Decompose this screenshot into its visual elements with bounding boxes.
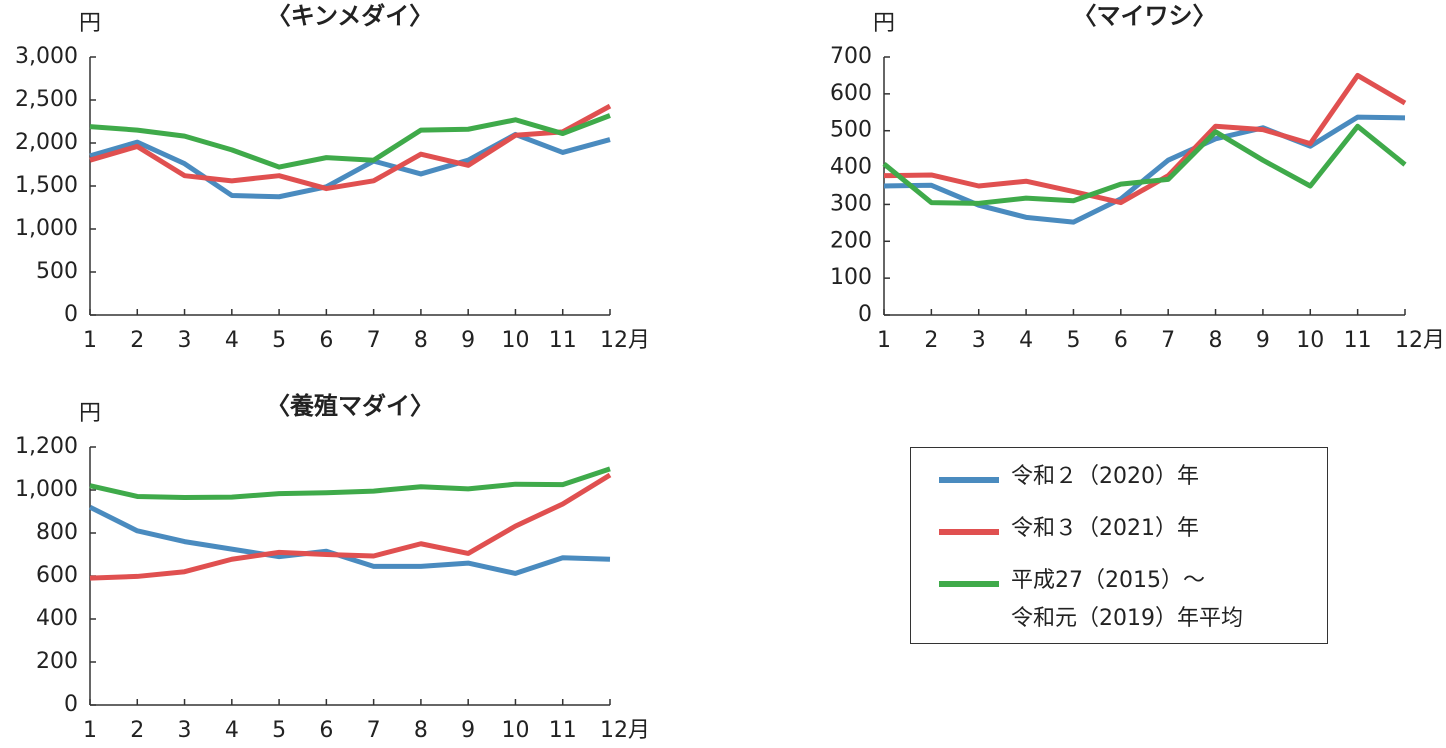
y-tick-label: 600 [36, 563, 78, 588]
x-tick-label: 11 [1344, 328, 1372, 353]
x-tick-label: 4 [225, 328, 239, 353]
y-tick-label: 600 [830, 81, 872, 106]
x-tick-label: 5 [272, 718, 286, 743]
x-tick-label: 2 [130, 328, 144, 353]
y-tick-label: 0 [64, 692, 78, 717]
x-tick-label: 12月 [600, 328, 650, 353]
x-tick-label: 4 [225, 718, 239, 743]
data-line [883, 114, 1406, 225]
legend-swatch [939, 529, 999, 535]
y-tick-label: 300 [830, 191, 872, 216]
y-tick-label: 500 [830, 118, 872, 143]
chart-title: 〈養殖マダイ〉 [266, 392, 434, 420]
y-tick-label: 700 [830, 44, 872, 69]
x-tick-label: 1 [83, 718, 97, 743]
x-tick-label: 9 [461, 718, 475, 743]
legend-swatch [939, 477, 999, 483]
x-tick-label: 6 [319, 328, 333, 353]
x-tick-label: 10 [1296, 328, 1324, 353]
x-tick-label: 7 [367, 328, 381, 353]
legend-entry: 令和２（2020）年 [911, 464, 1199, 496]
x-tick-label: 5 [1066, 328, 1080, 353]
data-line [88, 504, 611, 576]
y-tick-label: 1,200 [15, 434, 78, 459]
x-tick-label: 3 [178, 328, 192, 353]
y-tick-label: 200 [830, 228, 872, 253]
data-line [882, 123, 1407, 206]
x-tick-label: 3 [178, 718, 192, 743]
data-line [89, 131, 611, 200]
x-tick-label: 2 [924, 328, 938, 353]
x-tick-label: 1 [877, 328, 891, 353]
x-tick-label: 6 [319, 718, 333, 743]
chart-title: 〈マイワシ〉 [1073, 2, 1217, 30]
y-tick-label: 0 [64, 302, 78, 327]
y-unit: 円 [873, 11, 895, 36]
legend-label: 令和３（2021）年 [1011, 516, 1199, 541]
legend-label: 平成27（2015）～ 令和元（2019）年平均 [1011, 568, 1243, 631]
data-line [89, 472, 612, 581]
legend-swatch [939, 581, 999, 587]
y-tick-label: 1,500 [15, 173, 78, 198]
x-tick-label: 9 [1256, 328, 1270, 353]
y-tick-label: 500 [36, 259, 78, 284]
y-tick-label: 3,000 [15, 44, 78, 69]
x-tick-label: 2 [130, 718, 144, 743]
legend-entry: 平成27（2015）～ 令和元（2019）年平均 [911, 568, 1243, 638]
y-tick-label: 2,500 [15, 87, 78, 112]
chart-title: 〈キンメダイ〉 [267, 2, 434, 30]
x-tick-label: 5 [272, 328, 286, 353]
x-tick-label: 7 [367, 718, 381, 743]
x-tick-label: 4 [1019, 328, 1033, 353]
x-tick-label: 8 [1209, 328, 1223, 353]
x-tick-label: 3 [972, 328, 986, 353]
legend: 令和２（2020）年 令和３（2021）年平成27（2015）～ 令和元（2019… [910, 447, 1328, 644]
y-unit: 円 [79, 401, 101, 426]
y-tick-label: 0 [858, 302, 872, 327]
x-tick-label: 12月 [1395, 328, 1445, 353]
x-tick-label: 8 [414, 718, 428, 743]
x-tick-label: 9 [461, 328, 475, 353]
y-tick-label: 400 [36, 606, 78, 631]
x-tick-label: 7 [1161, 328, 1175, 353]
y-tick-label: 400 [830, 155, 872, 180]
y-tick-label: 100 [830, 265, 872, 290]
y-tick-label: 2,000 [15, 130, 78, 155]
x-tick-label: 10 [501, 328, 529, 353]
data-line [89, 103, 612, 192]
x-tick-label: 10 [501, 718, 529, 743]
data-line [89, 466, 611, 501]
legend-entry: 令和３（2021）年 [911, 516, 1199, 548]
legend-label: 令和２（2020）年 [1011, 464, 1199, 489]
y-tick-label: 800 [36, 520, 78, 545]
data-line [883, 72, 1407, 206]
x-tick-label: 11 [549, 718, 577, 743]
x-tick-label: 11 [549, 328, 577, 353]
x-tick-label: 1 [83, 328, 97, 353]
data-line [89, 113, 611, 170]
y-tick-label: 1,000 [15, 216, 78, 241]
x-tick-label: 6 [1114, 328, 1128, 353]
y-unit: 円 [79, 11, 101, 36]
y-tick-label: 1,000 [15, 477, 78, 502]
y-tick-label: 200 [36, 649, 78, 674]
x-tick-label: 12月 [600, 718, 650, 743]
x-tick-label: 8 [414, 328, 428, 353]
